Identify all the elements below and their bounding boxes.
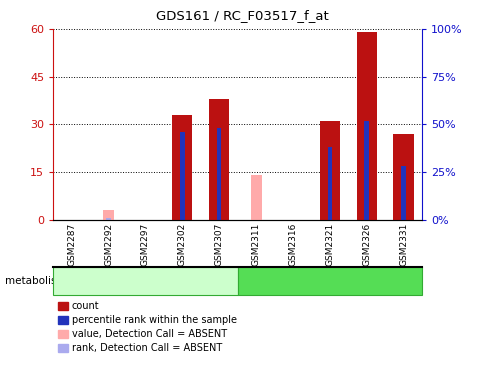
Bar [106, 218, 111, 220]
Text: GDS161 / RC_F03517_f_at: GDS161 / RC_F03517_f_at [156, 9, 328, 22]
Bar [363, 121, 368, 220]
Bar [209, 99, 229, 220]
Bar [216, 128, 221, 220]
Text: count: count [72, 301, 99, 311]
Bar [327, 147, 332, 220]
Bar [400, 166, 405, 220]
Text: metabolism: metabolism [5, 276, 66, 286]
Text: insulin resistant: insulin resistant [101, 276, 189, 286]
Bar [216, 210, 221, 220]
Bar [180, 132, 184, 220]
Bar [356, 33, 376, 220]
Bar [250, 175, 261, 220]
Bar [172, 115, 192, 220]
Bar [393, 134, 413, 220]
Bar [103, 210, 114, 220]
Text: value, Detection Call = ABSENT: value, Detection Call = ABSENT [72, 329, 227, 339]
Text: percentile rank within the sample: percentile rank within the sample [72, 315, 236, 325]
Text: rank, Detection Call = ABSENT: rank, Detection Call = ABSENT [72, 343, 222, 353]
Bar [319, 121, 339, 220]
Text: insulin sensitive: insulin sensitive [285, 276, 374, 286]
